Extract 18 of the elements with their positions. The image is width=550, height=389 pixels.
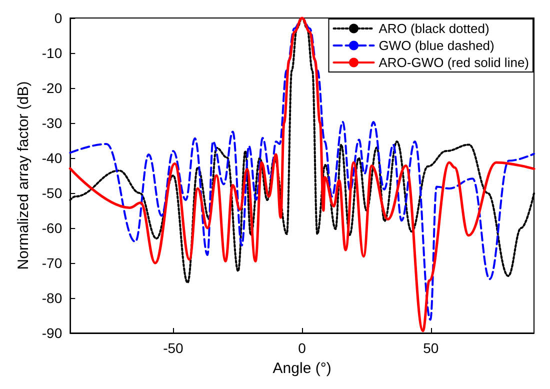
- x-tick-label: 0: [298, 340, 306, 356]
- legend-label: ARO (black dotted): [378, 21, 490, 36]
- y-tick-label: -60: [42, 220, 62, 236]
- x-axis-title: Angle (°): [272, 360, 332, 377]
- y-tick-label: -40: [42, 150, 62, 166]
- y-tick-label: 0: [54, 10, 62, 26]
- y-tick-label: -20: [42, 80, 62, 96]
- y-tick-label: -90: [42, 325, 62, 341]
- x-tick-label: -50: [163, 340, 184, 356]
- y-axis-title: Normalized array factor (dB): [15, 81, 32, 270]
- legend-label: GWO (blue dashed): [378, 38, 494, 53]
- y-tick-label: -30: [42, 115, 62, 131]
- y-tick-label: -80: [42, 290, 62, 306]
- legend-label: ARO-GWO (red solid line): [378, 55, 529, 70]
- x-tick-label: 50: [423, 340, 439, 356]
- y-tick-label: -70: [42, 255, 62, 271]
- y-tick-label: -10: [42, 45, 62, 61]
- y-tick-label: -50: [42, 185, 62, 201]
